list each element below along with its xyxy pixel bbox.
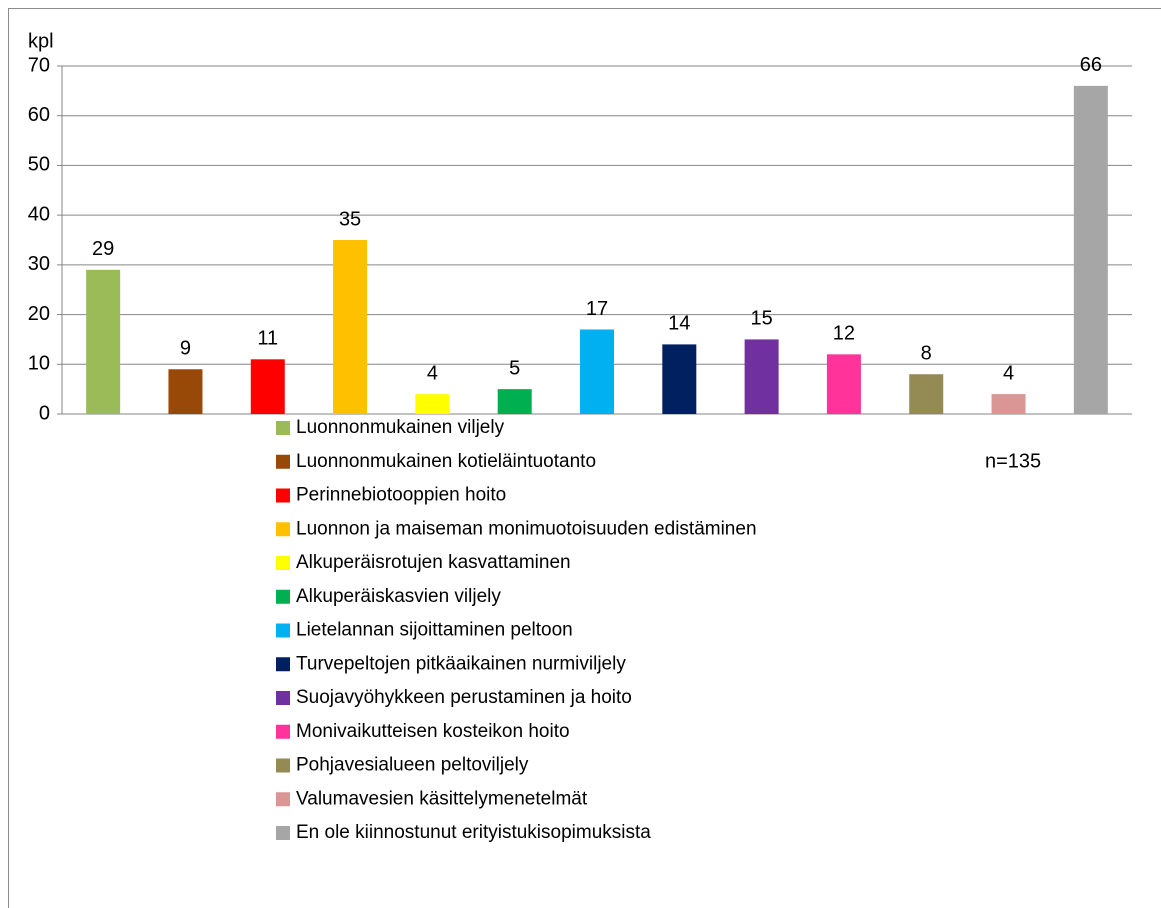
legend-swatch [276, 589, 290, 604]
legend-label: Monivaikutteisen kosteikon hoito [296, 721, 570, 742]
bar [662, 344, 697, 414]
bar [991, 394, 1026, 414]
data-label: 15 [750, 308, 772, 330]
legend-label: Suojavyöhykkeen perustaminen ja hoito [296, 687, 632, 708]
legend-label: Valumavesien käsittelymenetelmät [296, 788, 588, 809]
bar [250, 359, 285, 414]
data-label: 66 [1080, 54, 1102, 76]
data-label: 11 [257, 328, 278, 350]
data-label: 29 [92, 238, 114, 260]
legend-swatch [276, 623, 290, 638]
bar [580, 329, 614, 414]
legend-swatch [276, 724, 290, 739]
bar [415, 394, 450, 414]
data-label: 8 [921, 343, 932, 365]
legend-label: Luonnon ja maiseman monimuotoisuuden edi… [296, 518, 757, 539]
legend-label: Alkuperäiskasvien viljely [296, 586, 501, 607]
legend-label: Turvepeltojen pitkäaikainen nurmiviljely [296, 653, 626, 674]
y-tick-label: 50 [28, 154, 50, 176]
bar [168, 369, 203, 414]
legend-swatch [276, 421, 290, 435]
legend-label: Pohjavesialueen peltoviljely [296, 755, 529, 776]
legend-swatch [276, 792, 290, 807]
y-axis-label: kpl [28, 30, 54, 52]
bar [1073, 85, 1108, 414]
legend-swatch [276, 488, 290, 503]
data-label: 14 [668, 313, 690, 335]
bar [826, 354, 861, 414]
legend-label: Lietelannan sijoittaminen peltoon [296, 620, 573, 641]
legend-swatch [276, 657, 290, 672]
legend-swatch [276, 522, 290, 537]
y-tick-label: 70 [28, 54, 50, 76]
chart-border [8, 8, 1161, 908]
legend-swatch [276, 556, 290, 570]
y-tick-label: 20 [28, 303, 50, 325]
data-label: 9 [180, 338, 191, 360]
data-label: 35 [339, 208, 361, 230]
data-label: 17 [586, 298, 608, 320]
bar [744, 339, 779, 414]
data-label: 12 [833, 323, 855, 345]
legend-swatch [276, 454, 290, 469]
y-tick-label: 0 [39, 402, 50, 424]
annotation: n=135 [985, 450, 1041, 472]
bar [909, 374, 944, 414]
legend-swatch [276, 758, 290, 773]
legend-swatch [276, 826, 290, 840]
legend-label: En ole kiinnostunut erityistukisopimuksi… [296, 822, 651, 843]
legend-label: Luonnonmukainen viljely [296, 417, 505, 438]
y-tick-label: 30 [28, 253, 50, 275]
y-tick-label: 60 [28, 104, 50, 126]
y-tick-label: 10 [28, 353, 50, 375]
data-label: 4 [427, 362, 438, 384]
bar [333, 240, 368, 414]
legend-label: Alkuperäisrotujen kasvattaminen [296, 552, 571, 573]
data-label: 5 [509, 357, 520, 379]
legend-label: Luonnonmukainen kotieläintuotanto [296, 451, 596, 472]
y-tick-label: 40 [28, 203, 50, 225]
bar [497, 389, 532, 414]
legend-label: Perinnebiotooppien hoito [296, 485, 506, 506]
data-label: 4 [1003, 362, 1014, 384]
legend-swatch [276, 691, 290, 705]
bar [86, 269, 121, 414]
